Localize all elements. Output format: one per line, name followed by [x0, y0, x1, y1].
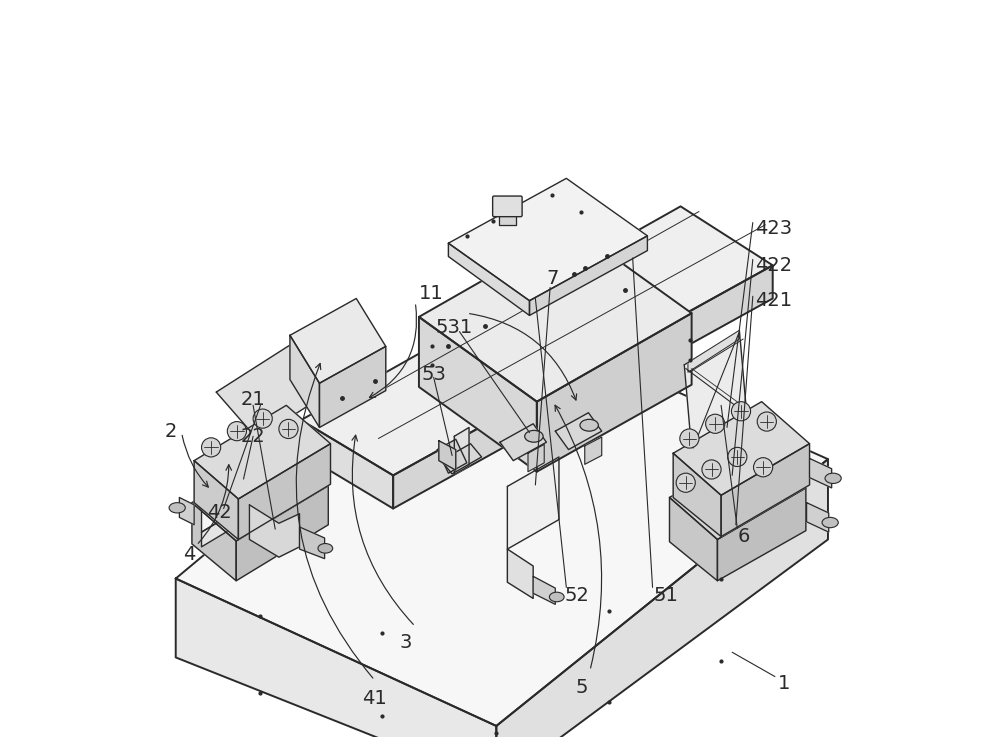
- Polygon shape: [441, 444, 482, 474]
- Polygon shape: [673, 402, 810, 495]
- Ellipse shape: [822, 517, 838, 528]
- Polygon shape: [202, 451, 253, 532]
- Circle shape: [202, 438, 221, 457]
- Polygon shape: [688, 330, 740, 372]
- Polygon shape: [499, 206, 516, 225]
- Circle shape: [754, 458, 773, 477]
- Polygon shape: [393, 265, 773, 509]
- Text: 5: 5: [576, 678, 588, 697]
- Polygon shape: [192, 503, 236, 581]
- Polygon shape: [319, 346, 386, 427]
- Ellipse shape: [169, 503, 185, 513]
- Polygon shape: [533, 576, 555, 604]
- Text: 7: 7: [546, 269, 559, 288]
- Polygon shape: [448, 178, 647, 301]
- Polygon shape: [439, 441, 456, 470]
- Polygon shape: [529, 236, 647, 315]
- Text: 53: 53: [421, 365, 446, 384]
- Polygon shape: [236, 486, 328, 581]
- Polygon shape: [454, 427, 469, 475]
- Polygon shape: [301, 206, 773, 475]
- Polygon shape: [448, 243, 529, 315]
- Circle shape: [676, 473, 695, 492]
- Polygon shape: [249, 505, 300, 557]
- Ellipse shape: [825, 473, 841, 483]
- Polygon shape: [528, 444, 544, 472]
- Circle shape: [702, 460, 721, 479]
- Text: 422: 422: [755, 256, 792, 275]
- Text: 2: 2: [165, 422, 177, 441]
- Polygon shape: [192, 447, 328, 541]
- Ellipse shape: [580, 419, 598, 431]
- Circle shape: [731, 402, 751, 421]
- Polygon shape: [717, 488, 806, 581]
- Polygon shape: [290, 298, 386, 383]
- Ellipse shape: [525, 430, 543, 442]
- Text: 51: 51: [653, 586, 678, 605]
- Text: 531: 531: [436, 318, 473, 338]
- Polygon shape: [176, 579, 496, 737]
- Polygon shape: [537, 313, 692, 472]
- Polygon shape: [290, 335, 319, 427]
- Circle shape: [728, 447, 747, 467]
- Polygon shape: [684, 332, 747, 450]
- Polygon shape: [673, 453, 721, 537]
- Text: 4: 4: [183, 545, 195, 564]
- Text: 1: 1: [778, 674, 790, 694]
- Polygon shape: [301, 420, 393, 509]
- Text: 41: 41: [362, 689, 387, 708]
- Text: 52: 52: [565, 586, 590, 605]
- Polygon shape: [194, 405, 330, 499]
- Polygon shape: [721, 444, 810, 537]
- Circle shape: [253, 409, 272, 428]
- Text: 42: 42: [207, 503, 232, 522]
- Polygon shape: [507, 457, 559, 549]
- Polygon shape: [500, 424, 546, 461]
- Polygon shape: [555, 413, 602, 450]
- Circle shape: [706, 414, 725, 433]
- Polygon shape: [810, 458, 832, 488]
- Polygon shape: [176, 311, 828, 726]
- Polygon shape: [238, 444, 330, 539]
- Text: 3: 3: [399, 633, 411, 652]
- Ellipse shape: [318, 544, 333, 553]
- Polygon shape: [496, 459, 828, 737]
- Polygon shape: [202, 501, 253, 547]
- FancyBboxPatch shape: [493, 196, 522, 217]
- Circle shape: [227, 422, 246, 441]
- Polygon shape: [179, 497, 194, 525]
- Polygon shape: [507, 549, 533, 598]
- Polygon shape: [585, 437, 602, 464]
- Circle shape: [757, 412, 776, 431]
- Polygon shape: [419, 317, 537, 472]
- Polygon shape: [194, 461, 238, 539]
- Text: 6: 6: [738, 527, 750, 546]
- Text: 421: 421: [755, 291, 792, 310]
- Text: 423: 423: [755, 219, 792, 238]
- Polygon shape: [670, 446, 806, 539]
- Text: 22: 22: [241, 427, 265, 446]
- Ellipse shape: [549, 593, 564, 601]
- Polygon shape: [419, 228, 692, 402]
- Polygon shape: [437, 439, 467, 473]
- Polygon shape: [807, 503, 829, 532]
- Polygon shape: [670, 497, 717, 581]
- Circle shape: [680, 429, 699, 448]
- Circle shape: [279, 419, 298, 439]
- Text: 21: 21: [241, 390, 265, 409]
- Polygon shape: [216, 343, 334, 439]
- Text: 11: 11: [419, 284, 444, 303]
- Polygon shape: [300, 527, 325, 559]
